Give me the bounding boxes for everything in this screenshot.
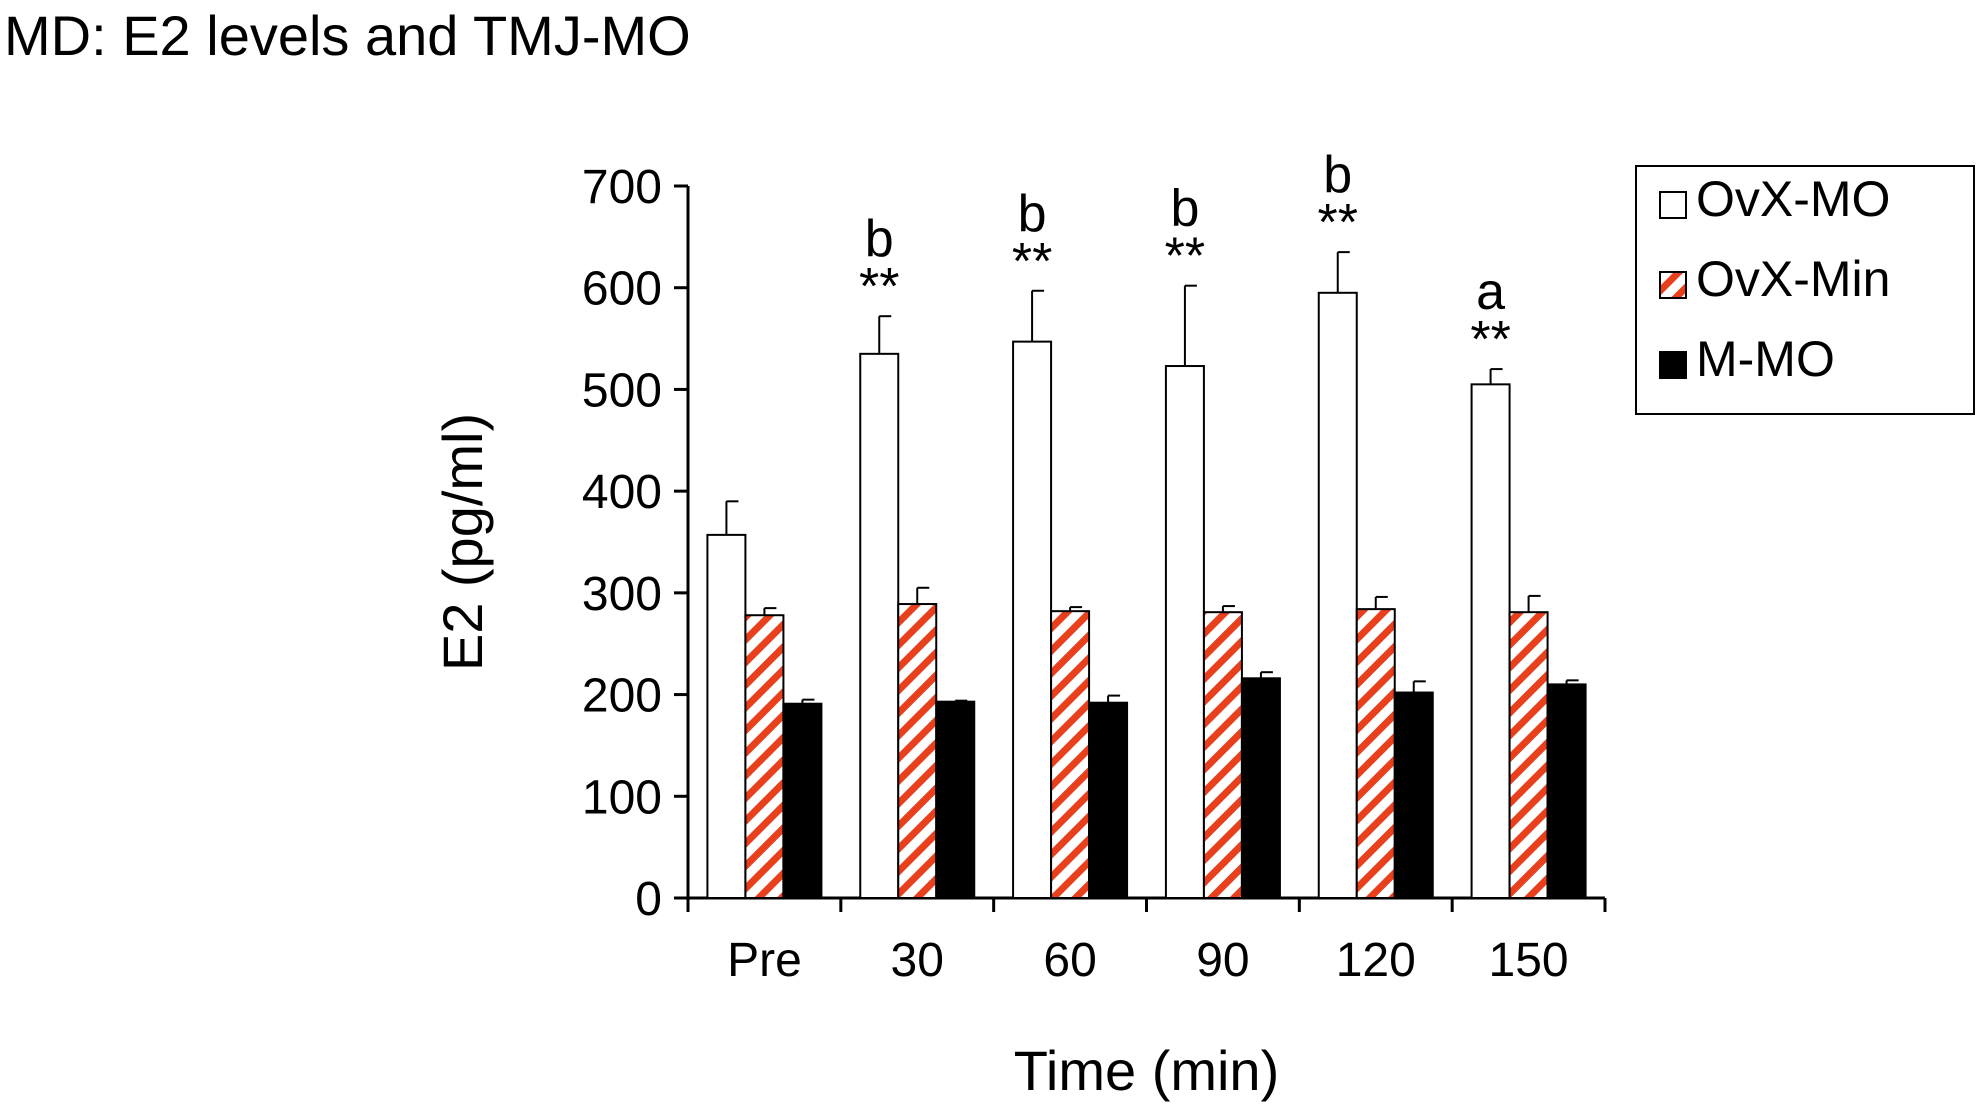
x-tick-label: 60: [1043, 934, 1096, 987]
bar-ovx-min-30: [897, 603, 938, 899]
bar-m-mo-30: [935, 700, 976, 899]
legend-frame: [1635, 165, 1975, 415]
legend-swatch-m-mo: [1659, 351, 1687, 379]
bar-ovx-mo-120: [1317, 291, 1358, 899]
significance-stars: **: [859, 258, 899, 316]
chart-title: MD: E2 levels and TMJ-MO: [4, 4, 691, 67]
x-tick-label: 90: [1196, 934, 1249, 987]
bar-m-mo-60: [1088, 701, 1129, 899]
y-tick-label: 300: [582, 568, 662, 621]
bar-ovx-min-120: [1355, 608, 1396, 899]
bar-ovx-mo-90: [1164, 365, 1205, 899]
y-tick-label: 0: [635, 873, 662, 926]
x-tick-label: 30: [891, 934, 944, 987]
legend-label: OvX-MO: [1696, 171, 1890, 227]
bar-ovx-min-90: [1202, 611, 1243, 899]
y-tick-label: 600: [582, 263, 662, 316]
bar-ovx-mo-150: [1470, 383, 1511, 900]
significance-letter: b: [1323, 146, 1352, 204]
significance-stars: **: [1012, 233, 1052, 291]
legend-swatch-ovx-mo: [1659, 191, 1687, 219]
y-tick-label: 100: [582, 771, 662, 824]
legend: OvX-MO OvX-Min M-MO: [1635, 165, 1975, 415]
bar-m-mo-120: [1393, 691, 1434, 900]
significance-stars: **: [1318, 194, 1358, 252]
bar-ovx-mo-30: [859, 352, 900, 900]
legend-label: OvX-Min: [1696, 251, 1890, 307]
bar-m-mo-150: [1546, 683, 1587, 900]
bar-m-mo-pre: [782, 702, 823, 899]
bar-ovx-min-60: [1050, 610, 1091, 899]
significance-stars: **: [1165, 228, 1205, 286]
significance-letter: b: [1170, 180, 1199, 238]
bar-ovx-mo-60: [1012, 340, 1053, 899]
x-axis-title: Time (min): [1014, 1039, 1279, 1102]
x-tick-label: 120: [1336, 934, 1416, 987]
bar-m-mo-90: [1240, 677, 1281, 899]
significance-stars: **: [1470, 311, 1510, 369]
legend-swatch-ovx-min: [1659, 271, 1687, 299]
significance-letter: b: [865, 210, 894, 268]
y-tick-label: 700: [582, 161, 662, 214]
legend-label: M-MO: [1696, 331, 1835, 387]
y-axis-title: E2 (pg/ml): [431, 413, 494, 671]
bar-ovx-min-150: [1508, 611, 1549, 899]
x-tick-label: Pre: [727, 934, 802, 987]
significance-letter: b: [1018, 185, 1047, 243]
y-tick-label: 200: [582, 670, 662, 723]
significance-letter: a: [1476, 263, 1505, 321]
y-tick-label: 400: [582, 466, 662, 519]
x-tick-label: 150: [1489, 934, 1569, 987]
y-tick-label: 500: [582, 364, 662, 417]
bar-ovx-mo-pre: [706, 533, 747, 899]
bar-ovx-min-pre: [744, 614, 785, 900]
